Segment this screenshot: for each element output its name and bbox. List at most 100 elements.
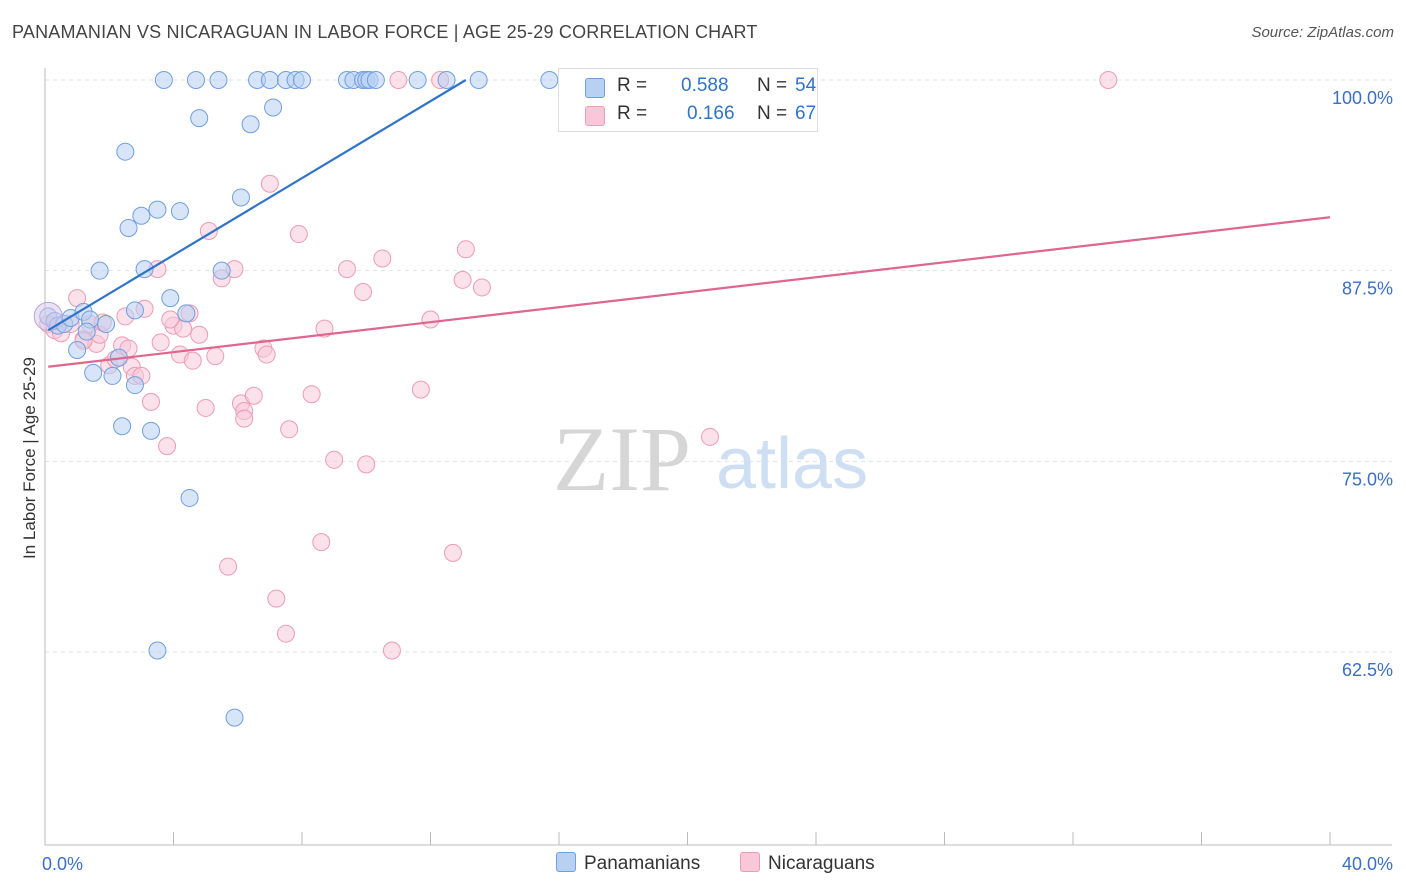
watermark: ZIP atlas — [553, 408, 868, 510]
panamanians-point-47 — [437, 71, 456, 89]
y-tick-label-2: 87.5% — [1342, 279, 1393, 299]
panamanians-point-29 — [209, 71, 228, 89]
panamanians-point-52 — [125, 301, 144, 320]
blue-r-value: 0.588 — [681, 75, 729, 96]
nicaraguans-point-22 — [158, 437, 177, 456]
nicaraguans-point-61 — [456, 240, 475, 259]
panamanians-point-15 — [119, 218, 138, 237]
nicaraguans-point-45 — [289, 225, 308, 244]
panamanians-point-24 — [170, 202, 189, 221]
nicaraguans-point-44 — [280, 420, 299, 439]
nicaraguans-point-62 — [472, 278, 491, 297]
nicaraguans-point-52 — [357, 455, 376, 474]
nicaraguans-point-42 — [267, 589, 286, 608]
panamanians-point-48 — [469, 71, 488, 89]
grid — [45, 79, 1392, 653]
r-label: R = — [617, 75, 648, 96]
panamanians-point-30 — [212, 261, 231, 280]
panamanians-point-49 — [540, 71, 559, 89]
panamanians-point-45 — [366, 71, 385, 89]
panamanians-point-32 — [231, 188, 250, 207]
panamanians-trend-line — [47, 79, 467, 332]
correlation-legend: R = 0.588 N = 54 R = 0.166 N = 67 — [558, 68, 818, 132]
panamanians-point-19 — [142, 421, 161, 440]
nicaraguans-point-63 — [700, 427, 719, 446]
n-label: N = — [757, 103, 788, 124]
panamanians-point-39 — [293, 71, 311, 89]
nicaraguans-point-64 — [1099, 71, 1118, 89]
nicaraguans-point-47 — [312, 533, 331, 552]
nicaraguans-point-50 — [337, 260, 356, 279]
panamanians-point-21 — [148, 641, 167, 660]
nicaraguans-point-31 — [206, 347, 225, 366]
panamanians-swatch — [556, 852, 576, 872]
y-tick-label-0: 62.5% — [1342, 660, 1393, 680]
pink-r-value: 0.166 — [687, 103, 735, 124]
chart-title: PANAMANIAN VS NICARAGUAN IN LABOR FORCE … — [12, 22, 758, 42]
nicaraguans-point-33 — [219, 557, 238, 576]
y-tick-label-1: 75.0% — [1342, 469, 1393, 489]
nicaraguans-point-27 — [183, 351, 202, 370]
axes — [44, 68, 1392, 846]
nicaraguans-point-59 — [443, 543, 462, 562]
x-tick-label-max: 40.0% — [1342, 854, 1393, 874]
blue-swatch — [585, 78, 605, 98]
nicaraguans-point-56 — [411, 380, 430, 399]
pink-swatch — [585, 106, 605, 126]
legend-nicaraguans: Nicaraguans — [740, 852, 875, 875]
panamanians-point-46 — [408, 71, 427, 89]
nicaraguans-points — [39, 71, 1118, 660]
panamanians-point-31 — [225, 708, 244, 727]
panamanians-point-18 — [135, 260, 154, 279]
panamanians-point-10 — [97, 315, 116, 334]
x-tick-label-min: 0.0% — [42, 854, 83, 874]
panamanians-point-53 — [77, 322, 96, 341]
panamanians-point-16 — [125, 376, 144, 395]
overlap-point — [33, 301, 63, 331]
panamanians-point-17 — [132, 206, 151, 225]
panamanians-point-11 — [103, 366, 122, 385]
panamanians-label: Panamanians — [584, 853, 701, 874]
y-tick-label-3: 100.0% — [1332, 88, 1393, 108]
nicaraguans-point-40 — [257, 345, 276, 364]
r-label: R = — [617, 103, 648, 124]
panamanians-point-33 — [241, 115, 260, 134]
panamanians-points — [33, 71, 761, 727]
panamanians-point-20 — [148, 200, 167, 219]
blue-n-value: 54 — [795, 75, 817, 96]
panamanians-point-27 — [186, 71, 205, 89]
panamanians-point-35 — [260, 71, 279, 89]
watermark-atlas: atlas — [716, 424, 868, 504]
nicaraguans-point-54 — [382, 641, 401, 660]
panamanians-point-22 — [154, 71, 173, 89]
panamanians-point-36 — [264, 98, 283, 117]
watermark-zip: ZIP — [553, 408, 691, 510]
panamanians-point-23 — [161, 289, 180, 308]
y-axis-label: In Labor Force | Age 25-29 — [20, 357, 39, 559]
nicaraguans-point-37 — [235, 409, 254, 428]
axis-labels: 62.5% 75.0% 87.5% 100.0% 0.0% 40.0% In Labor F… — [20, 88, 1393, 874]
nicaraguans-point-57 — [421, 310, 440, 329]
panamanians-point-28 — [190, 109, 209, 128]
nicaraguans-point-29 — [196, 398, 215, 417]
legend-panamanians: Panamanians — [556, 852, 700, 875]
nicaraguans-point-51 — [354, 283, 373, 302]
source-label: Source: ZipAtlas.com — [1251, 24, 1394, 41]
panamanians-point-14 — [116, 142, 135, 161]
panamanians-point-8 — [84, 363, 103, 382]
nicaraguans-point-43 — [276, 624, 295, 643]
panamanians-point-9 — [90, 261, 109, 280]
nicaraguans-point-66 — [161, 310, 180, 329]
panamanians-point-13 — [113, 417, 132, 436]
nicaraguans-point-21 — [151, 333, 170, 352]
trend-lines — [47, 79, 1331, 368]
nicaraguans-point-41 — [260, 174, 279, 193]
panamanians-point-25 — [177, 304, 196, 323]
nicaraguans-swatch — [740, 852, 760, 872]
nicaraguans-point-46 — [302, 385, 321, 404]
nicaraguans-point-48 — [315, 319, 334, 338]
nicaraguans-point-38 — [244, 386, 263, 405]
nicaraguans-trend-line — [48, 216, 1331, 368]
nicaraguans-point-60 — [453, 270, 472, 289]
